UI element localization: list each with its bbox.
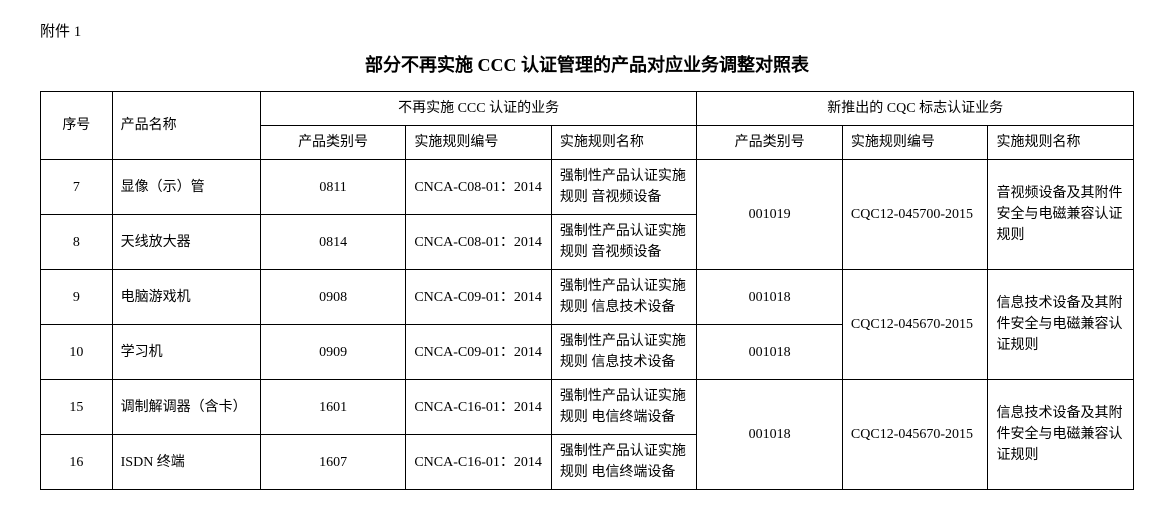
cell-ccc-code: CNCA-C08-01：2014 xyxy=(406,215,552,270)
cell-seq: 7 xyxy=(41,160,113,215)
th-cqc-rule-name: 实施规则名称 xyxy=(988,126,1134,160)
cell-ccc-code: CNCA-C09-01：2014 xyxy=(406,325,552,380)
th-ccc-rule-code: 实施规则编号 xyxy=(406,126,552,160)
cell-seq: 15 xyxy=(41,380,113,435)
cell-ccc-code: CNCA-C09-01：2014 xyxy=(406,270,552,325)
cell-cqc-rule: 信息技术设备及其附件安全与电磁兼容认证规则 xyxy=(988,380,1134,490)
cell-seq: 9 xyxy=(41,270,113,325)
cell-cqc-cat: 001018 xyxy=(697,270,843,325)
cell-cqc-cat: 001018 xyxy=(697,380,843,490)
cell-seq: 10 xyxy=(41,325,113,380)
cell-ccc-rule: 强制性产品认证实施规则 信息技术设备 xyxy=(551,325,697,380)
cell-ccc-cat: 0908 xyxy=(260,270,406,325)
th-cqc-category: 产品类别号 xyxy=(697,126,843,160)
cell-seq: 16 xyxy=(41,435,113,490)
cell-cqc-rule: 信息技术设备及其附件安全与电磁兼容认证规则 xyxy=(988,270,1134,380)
page-title: 部分不再实施 CCC 认证管理的产品对应业务调整对照表 xyxy=(40,51,1134,77)
cell-ccc-rule: 强制性产品认证实施规则 信息技术设备 xyxy=(551,270,697,325)
cell-ccc-rule: 强制性产品认证实施规则 电信终端设备 xyxy=(551,435,697,490)
cell-name: 调制解调器（含卡） xyxy=(112,380,260,435)
table-row: 7 显像（示）管 0811 CNCA-C08-01：2014 强制性产品认证实施… xyxy=(41,160,1134,215)
table-row: 9 电脑游戏机 0908 CNCA-C09-01：2014 强制性产品认证实施规… xyxy=(41,270,1134,325)
cell-ccc-cat: 1607 xyxy=(260,435,406,490)
cell-seq: 8 xyxy=(41,215,113,270)
cell-name: ISDN 终端 xyxy=(112,435,260,490)
cell-ccc-cat: 0814 xyxy=(260,215,406,270)
cell-ccc-rule: 强制性产品认证实施规则 电信终端设备 xyxy=(551,380,697,435)
th-product-name: 产品名称 xyxy=(112,92,260,160)
cell-name: 电脑游戏机 xyxy=(112,270,260,325)
comparison-table: 序号 产品名称 不再实施 CCC 认证的业务 新推出的 CQC 标志认证业务 产… xyxy=(40,91,1134,490)
cell-ccc-code: CNCA-C16-01：2014 xyxy=(406,380,552,435)
cell-ccc-code: CNCA-C08-01：2014 xyxy=(406,160,552,215)
cell-cqc-code: CQC12-045700-2015 xyxy=(842,160,988,270)
cell-name: 显像（示）管 xyxy=(112,160,260,215)
cell-ccc-rule: 强制性产品认证实施规则 音视频设备 xyxy=(551,215,697,270)
attachment-label: 附件 1 xyxy=(40,20,1134,41)
th-ccc-group: 不再实施 CCC 认证的业务 xyxy=(260,92,697,126)
cell-ccc-cat: 1601 xyxy=(260,380,406,435)
th-ccc-rule-name: 实施规则名称 xyxy=(551,126,697,160)
cell-cqc-cat: 001019 xyxy=(697,160,843,270)
th-cqc-rule-code: 实施规则编号 xyxy=(842,126,988,160)
th-cqc-group: 新推出的 CQC 标志认证业务 xyxy=(697,92,1134,126)
table-row: 15 调制解调器（含卡） 1601 CNCA-C16-01：2014 强制性产品… xyxy=(41,380,1134,435)
cell-cqc-code: CQC12-045670-2015 xyxy=(842,380,988,490)
cell-ccc-rule: 强制性产品认证实施规则 音视频设备 xyxy=(551,160,697,215)
th-ccc-category: 产品类别号 xyxy=(260,126,406,160)
cell-name: 学习机 xyxy=(112,325,260,380)
cell-name: 天线放大器 xyxy=(112,215,260,270)
cell-cqc-rule: 音视频设备及其附件安全与电磁兼容认证规则 xyxy=(988,160,1134,270)
th-seq: 序号 xyxy=(41,92,113,160)
cell-ccc-cat: 0811 xyxy=(260,160,406,215)
cell-ccc-code: CNCA-C16-01：2014 xyxy=(406,435,552,490)
cell-cqc-code: CQC12-045670-2015 xyxy=(842,270,988,380)
cell-cqc-cat: 001018 xyxy=(697,325,843,380)
cell-ccc-cat: 0909 xyxy=(260,325,406,380)
